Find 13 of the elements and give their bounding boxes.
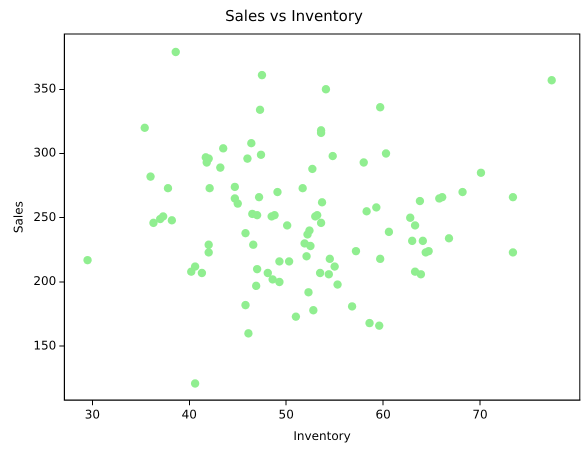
y-tick-label: 200 [33, 274, 56, 288]
y-tick-label: 250 [33, 210, 56, 224]
x-axis-title: Inventory [293, 428, 351, 443]
x-tick-label: 60 [375, 408, 391, 422]
chart-title: Sales vs Inventory [225, 6, 364, 25]
y-tick-label: 300 [33, 146, 56, 160]
y-tick-label: 150 [33, 338, 56, 352]
x-tick-label: 30 [84, 408, 100, 422]
x-tick-label: 40 [182, 408, 197, 422]
x-tick-label: 70 [472, 408, 488, 422]
y-axis-title: Sales [11, 201, 26, 234]
y-tick-label: 350 [33, 81, 56, 96]
x-tick-label: 50 [278, 408, 294, 422]
